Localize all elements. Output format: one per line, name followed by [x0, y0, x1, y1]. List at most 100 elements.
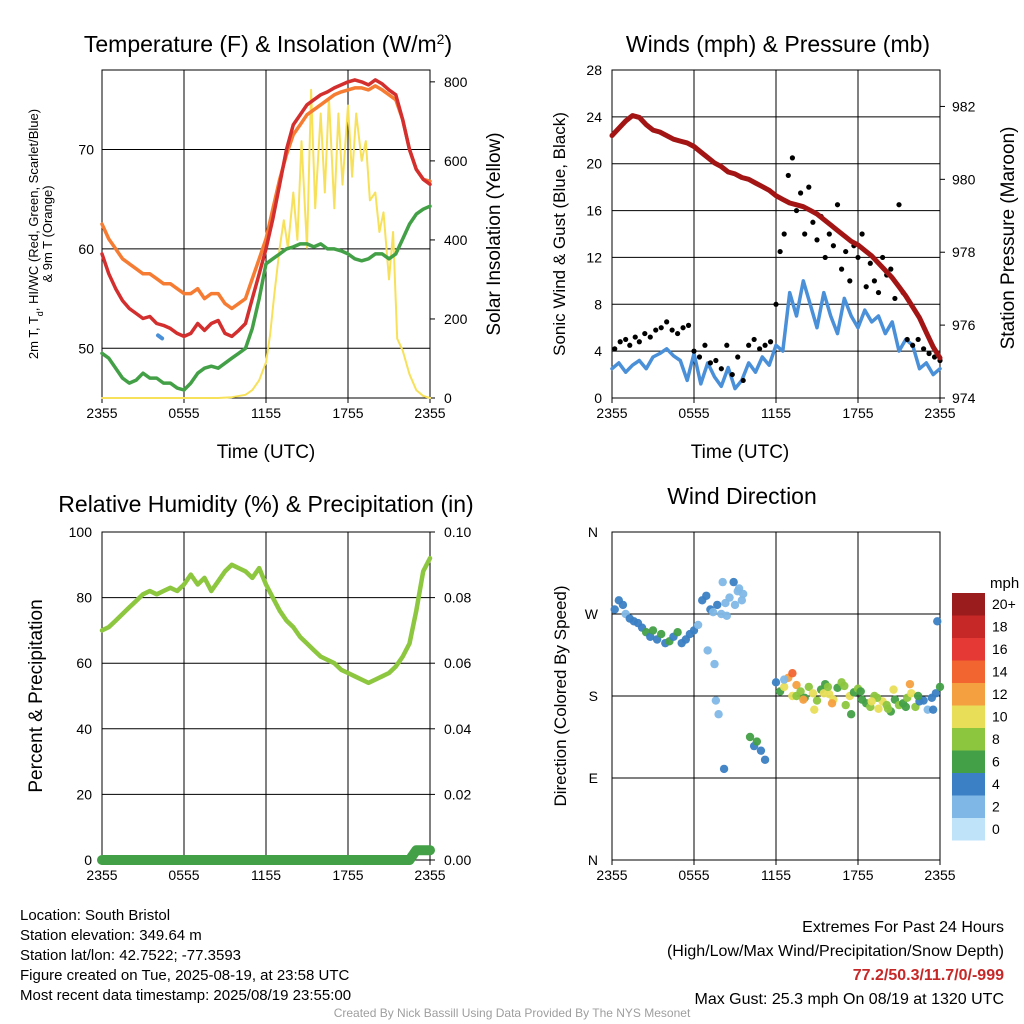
- direction-xtick-label: 0555: [678, 867, 709, 883]
- direction-point: [808, 689, 818, 698]
- winds-gust-point: [826, 231, 832, 237]
- temperature-series-t9m: [100, 84, 432, 311]
- winds-y2tick-label: 978: [952, 244, 976, 260]
- winds-y2tick-label: 982: [952, 98, 976, 114]
- winds-gust-point: [904, 336, 910, 343]
- extremes-title: Extremes For Past 24 Hours: [802, 919, 1004, 936]
- direction-legend-swatch: [952, 795, 985, 818]
- station-location: Location: South Bristol: [20, 907, 171, 924]
- winds-gust-point: [751, 336, 757, 343]
- direction-point: [928, 705, 938, 714]
- direction-legend-swatch: [952, 593, 985, 616]
- direction-y-axis-label: Direction (Colored By Speed): [551, 585, 570, 806]
- winds-gust-point: [855, 254, 861, 261]
- winds-ytick-label: 20: [586, 156, 602, 172]
- temperature-xtick-label: 1155: [251, 405, 281, 421]
- winds-gust-point: [915, 336, 921, 343]
- direction-chart-title: Wind Direction: [667, 483, 817, 509]
- winds-gust-point: [675, 330, 681, 337]
- winds-gust-point: [859, 231, 865, 237]
- direction-legend-swatch: [952, 638, 985, 661]
- direction-legend-label: 6: [992, 754, 1000, 770]
- direction-point: [710, 659, 719, 669]
- direction-point: [702, 591, 711, 600]
- winds-xtick-label: 2355: [924, 405, 955, 421]
- temperature-plot: 2355 0555 1155 1755 2355 50 60 70 0 200 400 600 800 T…: [78, 69, 505, 463]
- direction-point: [883, 704, 893, 713]
- winds-gust-point: [892, 295, 898, 302]
- extremes-subtitle: (High/Low/Max Wind/Precipitation/Snow De…: [666, 943, 1004, 960]
- winds-gust-point: [802, 231, 808, 237]
- winds-xtick-label: 0555: [678, 405, 709, 421]
- direction-point: [722, 611, 731, 621]
- temperature-xtick-label: 0555: [168, 405, 199, 421]
- direction-point: [771, 678, 781, 687]
- winds-gust-point: [814, 237, 820, 243]
- winds-gust-point: [806, 184, 812, 190]
- direction-point: [673, 628, 682, 637]
- winds-gust-point: [785, 172, 791, 179]
- direction-point: [752, 737, 762, 746]
- direction-point: [745, 732, 755, 742]
- winds-gust-point: [685, 322, 692, 328]
- temperature-y-axis-label: 2m T, Td, HI/WC (Red, Green, Scarlet/Blu…: [26, 109, 55, 359]
- direction-xtick-label: 1755: [842, 867, 873, 883]
- winds-gust-point: [847, 278, 853, 284]
- winds-gust-point: [696, 354, 703, 360]
- winds-x-axis-label: Time (UTC): [691, 442, 790, 463]
- direction-legend: mph 20+ 18 16 14 12 10 8 6 4 2 0: [952, 575, 1019, 841]
- winds-gust-point: [623, 336, 629, 343]
- temperature-y2tick-label: 600: [444, 153, 468, 169]
- direction-legend-label: 10: [992, 709, 1008, 725]
- humidity-xtick-label: 1155: [251, 867, 281, 883]
- humidity-y2tick-label: 0.04: [444, 721, 471, 737]
- direction-point: [719, 764, 729, 774]
- direction-ytick-label: S: [589, 688, 598, 704]
- humidity-xtick-label: 2355: [86, 867, 117, 883]
- direction-ytick-label: W: [585, 606, 599, 622]
- winds-xtick-label: 1755: [842, 405, 873, 421]
- temperature-ytick-label: 60: [78, 241, 94, 257]
- direction-point: [711, 696, 721, 705]
- humidity-plot: 2355 0555 1155 1755 23550204060801000.000.02…: [26, 491, 474, 883]
- winds-gust-point: [612, 346, 618, 352]
- direction-legend-label: 4: [992, 776, 1000, 792]
- winds-xtick-label: 2355: [596, 405, 627, 421]
- winds-gust-point: [798, 190, 804, 196]
- winds-gust-point: [691, 348, 697, 354]
- winds-gust-point: [810, 219, 816, 225]
- winds-gust-point: [746, 342, 752, 348]
- winds-gust-point: [773, 301, 779, 307]
- direction-point: [856, 687, 865, 696]
- direction-point: [907, 689, 916, 698]
- temperature-ytick-label: 50: [78, 340, 94, 356]
- humidity-ytick-label: 20: [76, 786, 92, 802]
- winds-gust-point: [875, 289, 882, 296]
- humidity-xtick-label: 0555: [168, 867, 199, 883]
- direction-point: [618, 600, 628, 610]
- winds-gust-point: [724, 342, 730, 348]
- direction-point: [913, 691, 923, 701]
- temperature-xtick-label: 2355: [414, 405, 445, 421]
- temperature-x-axis-label: Time (UTC): [217, 442, 316, 463]
- temperature-y2-axis-label: Solar Insolation (Yellow): [484, 132, 505, 335]
- direction-point: [610, 605, 619, 614]
- direction-point: [874, 704, 883, 713]
- direction-point: [708, 607, 718, 617]
- winds-gust-point: [636, 339, 642, 345]
- humidity-y-axis-label: Percent & Precipitation: [26, 599, 47, 792]
- winds-ytick-label: 0: [594, 390, 602, 406]
- svg-text:2m T, Td, HI/WC (Red, Green, S: 2m T, Td, HI/WC (Red, Green, Scarlet/Blu…: [26, 109, 45, 359]
- humidity-xtick-label: 2355: [414, 867, 445, 883]
- winds-plot: 2355 0555 1155 1755 235504812162024289749769…: [550, 31, 1019, 463]
- winds-gust-point: [896, 202, 902, 208]
- direction-legend-label: 12: [992, 686, 1008, 702]
- winds-ytick-label: 16: [586, 203, 602, 219]
- direction-point: [730, 600, 740, 610]
- temperature-xtick-label: 1755: [332, 405, 363, 421]
- direction-point: [841, 700, 850, 710]
- humidity-y2tick-label: 0.00: [444, 852, 471, 868]
- figure-created: Figure created on Tue, 2025-08-19, at 23…: [20, 967, 350, 984]
